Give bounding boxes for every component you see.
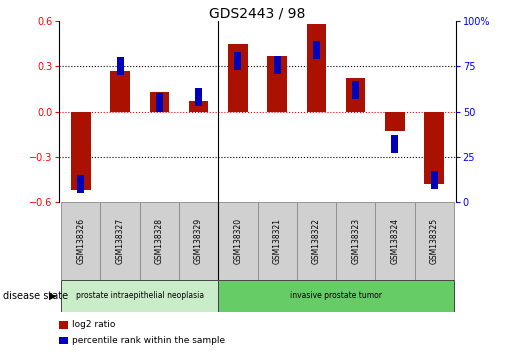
Bar xyxy=(336,202,375,280)
Text: invasive prostate tumor: invasive prostate tumor xyxy=(290,291,382,300)
Bar xyxy=(415,202,454,280)
Text: GSM138327: GSM138327 xyxy=(115,218,125,264)
Bar xyxy=(313,41,320,59)
Bar xyxy=(297,202,336,280)
Bar xyxy=(218,280,454,312)
Text: GSM138325: GSM138325 xyxy=(430,218,439,264)
Bar xyxy=(228,44,248,112)
Bar xyxy=(71,112,91,190)
Bar xyxy=(61,202,100,280)
Bar xyxy=(346,79,366,112)
Text: GSM138323: GSM138323 xyxy=(351,218,360,264)
Bar xyxy=(189,101,209,112)
Bar xyxy=(375,202,415,280)
Title: GDS2443 / 98: GDS2443 / 98 xyxy=(209,6,306,20)
Text: GSM138329: GSM138329 xyxy=(194,218,203,264)
Bar xyxy=(234,52,242,70)
Bar xyxy=(273,56,281,74)
Bar xyxy=(59,337,68,344)
Bar xyxy=(59,321,68,329)
Text: GSM138321: GSM138321 xyxy=(272,218,282,264)
Bar xyxy=(140,202,179,280)
Text: percentile rank within the sample: percentile rank within the sample xyxy=(72,336,226,345)
Bar xyxy=(100,202,140,280)
Bar xyxy=(391,135,399,153)
Text: ▶: ▶ xyxy=(49,291,57,301)
Bar xyxy=(267,56,287,112)
Bar xyxy=(385,112,405,131)
Text: GSM138326: GSM138326 xyxy=(76,218,85,264)
Bar xyxy=(61,280,218,312)
Text: prostate intraepithelial neoplasia: prostate intraepithelial neoplasia xyxy=(76,291,204,300)
Bar xyxy=(352,81,359,99)
Text: GSM138320: GSM138320 xyxy=(233,218,243,264)
Text: GSM138328: GSM138328 xyxy=(155,218,164,264)
Text: disease state: disease state xyxy=(3,291,67,301)
Bar xyxy=(431,171,438,189)
Bar xyxy=(258,202,297,280)
Bar xyxy=(424,112,444,184)
Text: GSM138322: GSM138322 xyxy=(312,218,321,264)
Bar xyxy=(195,88,202,106)
Bar xyxy=(149,92,169,112)
Bar xyxy=(218,202,258,280)
Text: log2 ratio: log2 ratio xyxy=(72,320,116,330)
Bar xyxy=(116,57,124,75)
Bar xyxy=(77,175,84,193)
Bar xyxy=(156,93,163,112)
Bar xyxy=(306,24,326,112)
Text: GSM138324: GSM138324 xyxy=(390,218,400,264)
Bar xyxy=(110,71,130,112)
Bar xyxy=(179,202,218,280)
